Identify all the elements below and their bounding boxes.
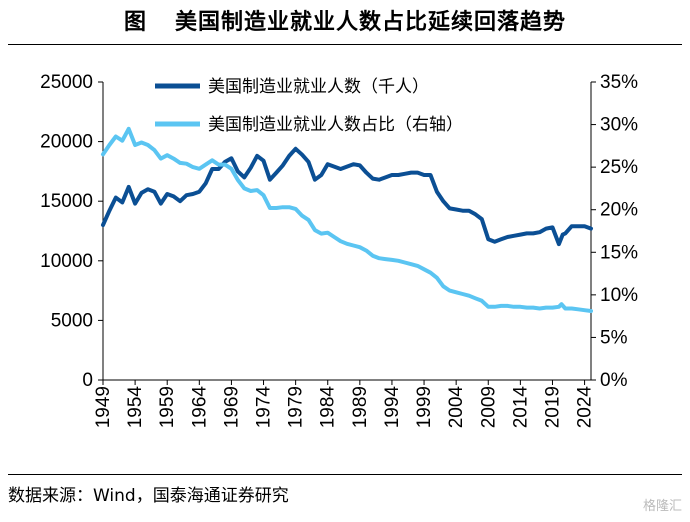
source-note: 数据来源：Wind，国泰海通证券研究 — [8, 486, 289, 506]
x-tick-label: 2004 — [446, 386, 467, 429]
x-tick-label: 1969 — [221, 386, 242, 428]
top-rule — [8, 44, 682, 45]
x-tick-label: 1949 — [93, 386, 114, 428]
left-y-tick-label: 25000 — [40, 72, 93, 93]
left-y-tick-label: 10000 — [40, 251, 93, 272]
right-y-tick-label: 25% — [600, 157, 638, 178]
x-tick-label: 2009 — [478, 386, 499, 428]
x-tick-label: 1959 — [157, 386, 178, 428]
line-chart: 0 5000 10000 15000 20000 25000 0% 5% 10% 15% 20% 25… — [40, 72, 638, 429]
left-y-tick-label: 15000 — [40, 191, 93, 212]
legend-label-2: 美国制造业就业人数占比（右轴） — [208, 115, 463, 135]
watermark: 格隆汇 — [642, 499, 682, 514]
x-tick-label: 1999 — [414, 386, 435, 428]
series-line-2 — [101, 126, 593, 313]
figure-label: 图 — [123, 10, 147, 35]
left-y-tick-label: 5000 — [51, 310, 93, 331]
x-tick-label: 2014 — [510, 386, 531, 429]
x-tick-label: 1954 — [125, 386, 146, 429]
left-y-tick-label: 0 — [82, 370, 93, 391]
legend-label-1: 美国制造业就业人数（千人） — [208, 77, 429, 97]
right-y-tick-label: 15% — [600, 242, 638, 263]
series-line-1 — [101, 146, 593, 247]
x-tick-label: 2019 — [542, 386, 563, 428]
right-y-tick-label: 10% — [600, 285, 638, 306]
x-tick-label: 1994 — [382, 386, 403, 429]
x-tick-label: 1979 — [286, 386, 307, 428]
chart-title-text: 美国制造业就业人数占比延续回落趋势 — [175, 10, 567, 35]
right-y-tick-label: 20% — [600, 200, 638, 221]
right-y-tick-label: 0% — [600, 370, 628, 391]
right-y-tick-label: 5% — [600, 327, 628, 348]
chart-title: 图 美国制造业就业人数占比延续回落趋势 — [0, 4, 690, 36]
x-tick-label: 2024 — [575, 386, 596, 429]
right-y-tick-label: 30% — [600, 115, 638, 136]
x-tick-label: 1974 — [254, 386, 275, 429]
x-tick-label: 1984 — [318, 386, 339, 429]
x-tick-label: 1989 — [350, 386, 371, 428]
left-y-tick-label: 20000 — [40, 132, 93, 153]
bottom-rule — [8, 474, 682, 475]
x-tick-label: 1964 — [189, 386, 210, 429]
right-y-tick-label: 35% — [600, 72, 638, 93]
